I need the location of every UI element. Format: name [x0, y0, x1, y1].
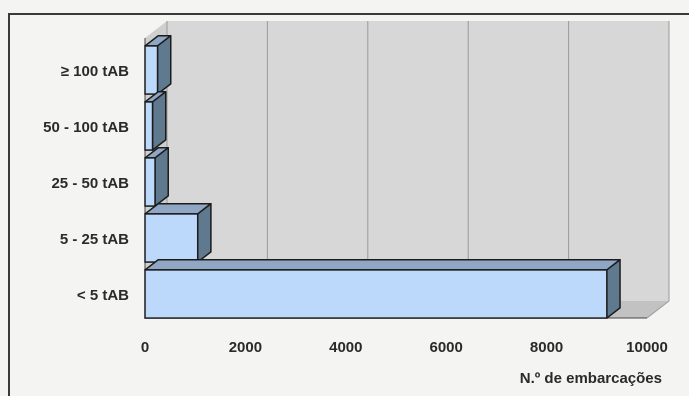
bar-side	[156, 34, 172, 95]
x-tick-label: 0	[141, 339, 149, 356]
x-tick-label: 6000	[430, 339, 463, 356]
x-tick-label: 8000	[530, 339, 563, 356]
bar-top	[144, 258, 621, 271]
bar	[144, 269, 608, 319]
x-tick-label: 2000	[229, 339, 262, 356]
bar	[144, 101, 154, 151]
bar-side	[151, 90, 167, 151]
x-axis-title: N.º de embarcações	[520, 370, 662, 387]
y-tick-label: < 5 tAB	[77, 287, 129, 304]
bar	[144, 157, 156, 207]
y-tick-label: 25 - 50 tAB	[51, 175, 129, 192]
back-wall	[167, 21, 669, 301]
floor-gridline	[646, 300, 670, 319]
bar-side	[606, 258, 621, 319]
y-tick-label: ≥ 100 tAB	[61, 63, 129, 80]
x-tick-label: 10000	[626, 339, 668, 356]
y-tick-label: 50 - 100 tAB	[43, 119, 129, 136]
bar-side	[154, 146, 169, 207]
bar-side	[196, 202, 212, 263]
y-tick-label: 5 - 25 tAB	[60, 231, 129, 248]
plot-area: 0 2000 4000 6000 8000 10000 ≥ 100 tAB 50 - 100 …	[43, 21, 670, 356]
x-tick-label: 4000	[329, 339, 362, 356]
bar	[144, 45, 159, 95]
bar	[144, 213, 199, 263]
